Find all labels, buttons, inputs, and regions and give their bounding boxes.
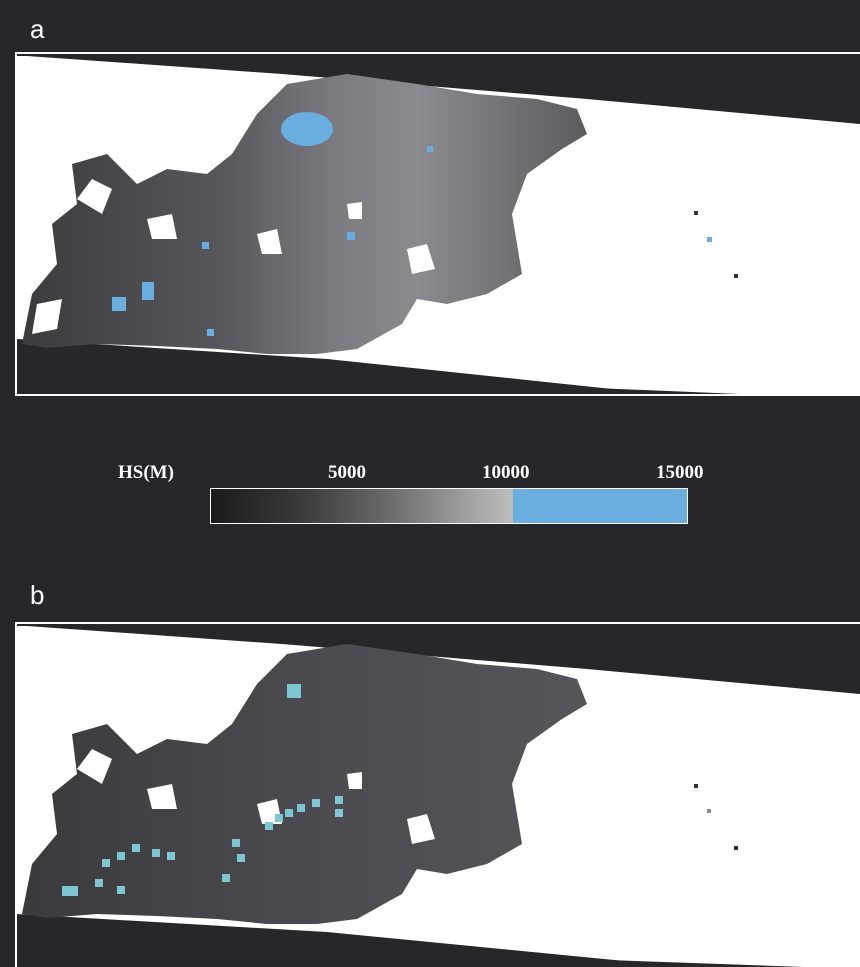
legend-tick-10000: 10000 [482, 462, 530, 483]
legend-tick-15000: 15000 [656, 462, 704, 483]
colorbar-high-band [513, 489, 687, 523]
panel-a-map [15, 52, 860, 396]
panel-a-label: a [30, 14, 45, 44]
panel-b-label: b [30, 580, 45, 610]
legend-tick-5000: 5000 [328, 462, 366, 483]
legend-title: HS(M) [118, 462, 174, 483]
panel-b-map-image [17, 624, 860, 967]
panel-a-map-image [17, 54, 860, 394]
panel-b-map [15, 622, 860, 967]
colorbar-gradient [211, 489, 513, 523]
colorbar [210, 488, 688, 524]
